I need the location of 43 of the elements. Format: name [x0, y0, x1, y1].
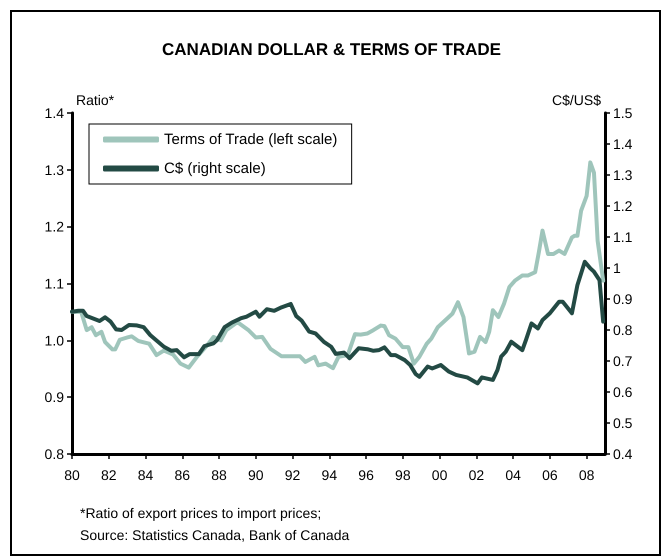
x-tick-label: 82 — [100, 467, 117, 483]
y2-tick-label: 0.7 — [613, 353, 633, 369]
x-tick-label: 00 — [432, 467, 448, 483]
line-series — [70, 260, 606, 386]
y2-tick-label: 1.5 — [613, 105, 633, 121]
legend-label: Terms of Trade (left scale) — [164, 131, 338, 148]
y-tick-label: 1.1 — [44, 276, 64, 292]
x-tick-label: 96 — [358, 467, 374, 483]
text: *Ratio of export prices to import prices; — [80, 505, 322, 521]
y-tick-label: 0.9 — [44, 389, 64, 406]
chart-title: CANADIAN DOLLAR & TERMS OF TRADE — [162, 40, 502, 59]
x-tick-label: 98 — [395, 467, 411, 483]
y2-tick-label: 1.1 — [613, 229, 633, 245]
y2-tick-label: 1.3 — [613, 167, 633, 183]
y2-tick-label: 0.8 — [613, 322, 633, 338]
line-series — [70, 160, 606, 370]
x-tick-label: 88 — [211, 467, 228, 483]
x-tick-label: 90 — [248, 467, 264, 483]
y2-tick-label: 0.4 — [613, 446, 633, 462]
x-tick-label: 02 — [468, 467, 484, 483]
y2-tick-label: 0.9 — [613, 291, 633, 307]
y2-axis-title: C$/US$ — [552, 92, 602, 108]
y2-tick-label: 1.4 — [613, 136, 633, 152]
y-tick-label: 1.4 — [44, 105, 64, 121]
y2-tick-label: 0.6 — [613, 384, 633, 400]
source-note: Source: Statistics Canada, Bank of Canada — [80, 527, 350, 543]
x-tick-label: 80 — [64, 467, 80, 483]
x-tick-label: 84 — [138, 467, 154, 483]
x-tick-label: 04 — [505, 467, 522, 483]
y2-tick-label: 1 — [613, 260, 621, 276]
x-tick-label: 94 — [322, 467, 338, 483]
y-axis-title: Ratio* — [76, 92, 115, 108]
y2-tick-label: 0.5 — [613, 415, 633, 431]
x-tick-label: 86 — [174, 467, 190, 483]
y2-tick-label: 1.2 — [613, 198, 633, 214]
y-tick-label: 1.0 — [44, 332, 64, 348]
x-tick-label: 06 — [542, 467, 558, 483]
x-tick-label: 08 — [578, 467, 595, 483]
legend-label: C$ (right scale) — [164, 160, 266, 177]
x-tick-label: 92 — [284, 467, 301, 483]
y-tick-label: 1.3 — [44, 162, 64, 178]
y-tick-label: 1.2 — [44, 218, 64, 235]
y-tick-label: 0.8 — [44, 446, 64, 462]
